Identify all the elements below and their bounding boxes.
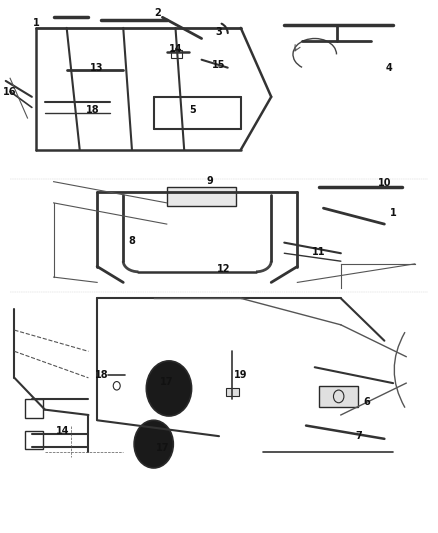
Text: 7: 7 — [355, 431, 362, 441]
Text: 6: 6 — [364, 397, 371, 407]
Text: 1: 1 — [33, 18, 39, 28]
Text: 13: 13 — [90, 63, 104, 72]
Text: 1: 1 — [390, 208, 396, 219]
Text: 4: 4 — [385, 63, 392, 72]
Text: 10: 10 — [378, 177, 391, 188]
Text: 14: 14 — [56, 426, 69, 436]
Text: 16: 16 — [4, 86, 17, 96]
Bar — [167, 187, 237, 206]
Text: 18: 18 — [95, 370, 108, 380]
Bar — [25, 399, 43, 418]
Bar — [25, 431, 43, 449]
Bar — [319, 386, 358, 407]
Text: 2: 2 — [155, 8, 162, 18]
Circle shape — [146, 361, 191, 416]
Text: 19: 19 — [234, 370, 247, 380]
Text: 5: 5 — [190, 105, 196, 115]
Text: 14: 14 — [169, 44, 182, 54]
Bar — [226, 389, 239, 397]
Text: 11: 11 — [312, 247, 326, 257]
Bar — [171, 50, 182, 58]
Text: 15: 15 — [212, 60, 226, 70]
Text: 18: 18 — [86, 105, 99, 115]
Text: 3: 3 — [215, 27, 223, 37]
Text: 17: 17 — [160, 376, 173, 386]
Text: 9: 9 — [207, 175, 214, 185]
Circle shape — [134, 420, 173, 468]
Text: 8: 8 — [128, 236, 135, 246]
Text: 12: 12 — [217, 264, 230, 274]
Text: 17: 17 — [155, 443, 169, 453]
